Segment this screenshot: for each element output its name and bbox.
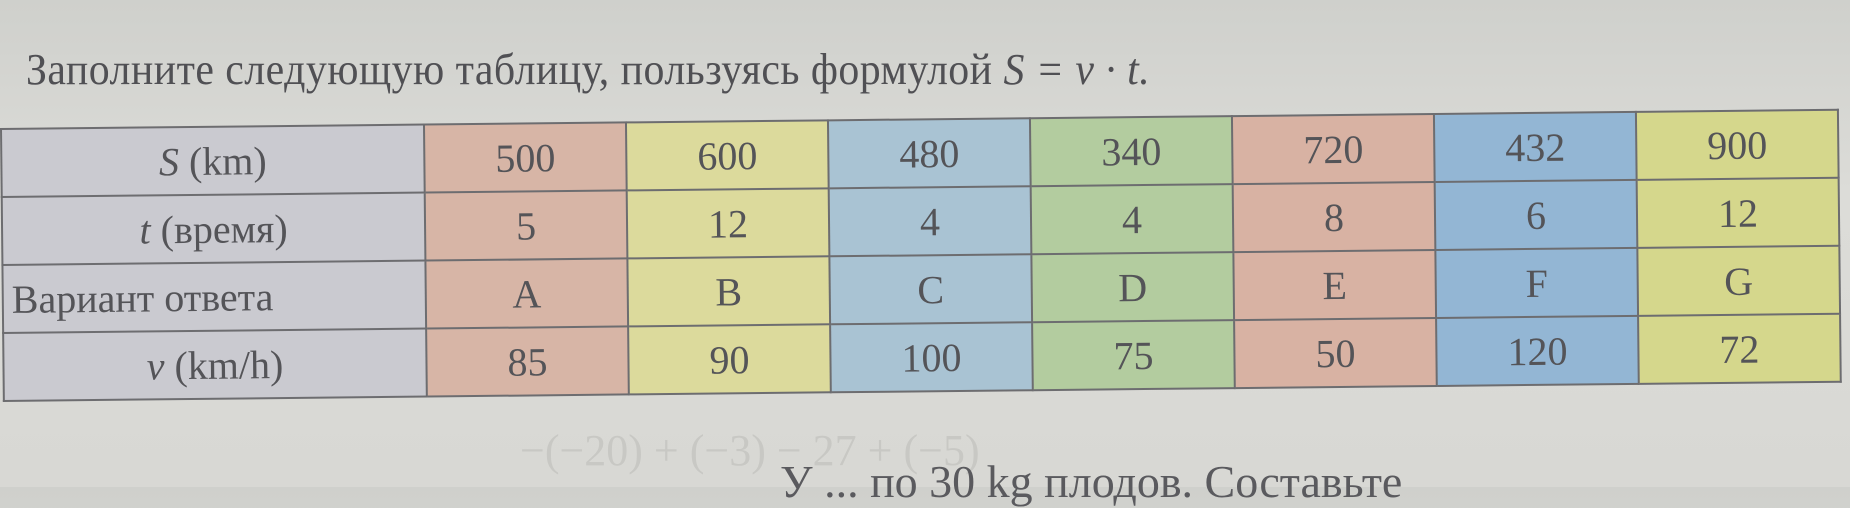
table-cell: 75 — [1032, 320, 1235, 391]
bleed-through-text: −(−20) + (−3) − 27 + (−5) — [520, 426, 980, 475]
table-cell: 720 — [1231, 113, 1435, 185]
table-cell: 12 — [1636, 177, 1840, 248]
table-cell: 600 — [625, 120, 829, 191]
row-header: S (km) — [1, 124, 425, 197]
table-cell: 432 — [1433, 111, 1637, 182]
row-header: t (время) — [1, 192, 426, 265]
formula: S = v · t. — [1003, 45, 1151, 94]
row-header: v (km/h) — [3, 328, 427, 401]
table-cell: 120 — [1436, 315, 1639, 386]
table-cell: 5 — [424, 190, 628, 261]
table-cell: 4 — [828, 186, 1032, 257]
table-cell: 50 — [1234, 317, 1437, 389]
row-header: Вариант ответа — [2, 260, 427, 333]
table-cell: 480 — [827, 118, 1031, 189]
table-cell: 100 — [830, 322, 1033, 393]
table-cell: 6 — [1434, 179, 1638, 250]
table-cell: 72 — [1638, 313, 1841, 384]
table-cell: C — [829, 254, 1033, 325]
table-cell: 4 — [1030, 184, 1234, 255]
table-cell: B — [627, 256, 831, 327]
table-cell: G — [1637, 245, 1841, 316]
table-cell: 900 — [1635, 109, 1839, 180]
table-cell: D — [1031, 252, 1235, 323]
instruction-text: Заполните следующую таблицу, пользуясь ф… — [26, 45, 1151, 94]
table-cell: A — [425, 258, 629, 329]
next-exercise-text: У ... по 30 kg плодов. Составьте — [780, 456, 1403, 507]
speed-table: S (km) 500 600 480 340 720 432 900 t (вр… — [0, 109, 1842, 402]
table-cell: 85 — [426, 326, 629, 397]
table-cell: F — [1435, 247, 1639, 318]
table-cell: 340 — [1029, 116, 1233, 187]
table-cell: E — [1233, 249, 1437, 321]
table-cell: 12 — [626, 188, 830, 259]
table-cell: 8 — [1232, 181, 1436, 253]
table-cell: 90 — [628, 324, 831, 395]
table-cell: 500 — [423, 122, 627, 193]
